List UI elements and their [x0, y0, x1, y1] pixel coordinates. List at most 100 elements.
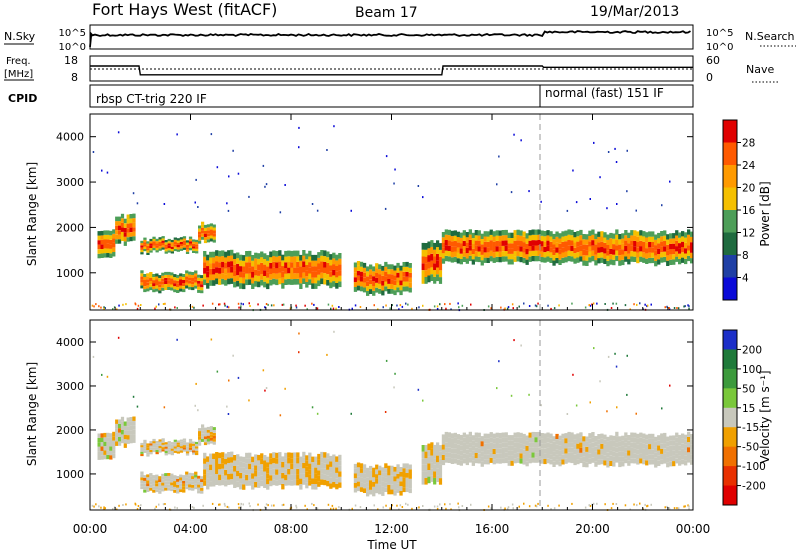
velocity-scatter	[354, 504, 357, 507]
velocity-scatter	[520, 344, 522, 347]
velocity-cell	[278, 479, 282, 486]
velocity-cell	[531, 447, 535, 453]
power-cell	[636, 252, 640, 258]
velocity-cell	[215, 468, 219, 474]
velocity-cell	[516, 447, 520, 453]
velocity-cell	[201, 436, 205, 439]
power-cell	[436, 274, 440, 282]
velocity-scatter	[162, 503, 165, 506]
power-cell	[209, 223, 213, 227]
velocity-cell	[609, 440, 613, 446]
power-cell	[477, 230, 481, 236]
velocity-cell	[453, 448, 457, 454]
velocity-cell	[164, 478, 168, 482]
velocity-cell	[366, 482, 370, 487]
power-cell	[516, 240, 520, 246]
power-cell	[185, 270, 189, 274]
power-cell	[140, 247, 144, 250]
velocity-cell	[612, 440, 616, 446]
power-cell	[483, 252, 487, 258]
velocity-cell	[164, 453, 168, 456]
power-cell	[317, 252, 321, 258]
velocity-scatter	[95, 503, 97, 506]
velocity-cell	[438, 478, 443, 485]
power-cell	[197, 274, 201, 278]
power-scatter	[398, 308, 400, 311]
velocity-cell	[597, 439, 601, 445]
velocity-cell	[188, 478, 192, 482]
velocity-cell	[100, 446, 104, 451]
velocity-cell	[492, 449, 496, 455]
velocity-scatter	[350, 412, 352, 415]
freq-right-tick-top: 60	[706, 54, 720, 67]
power-cell	[453, 230, 457, 236]
power-cell	[118, 239, 122, 244]
velocity-cell	[257, 482, 261, 488]
power-cell	[164, 271, 168, 275]
velocity-cell	[684, 434, 688, 440]
power-cell	[266, 260, 270, 267]
power-cell	[314, 271, 318, 278]
velocity-cell	[206, 456, 210, 462]
velocity-cell	[176, 447, 180, 450]
power-cell	[681, 236, 685, 242]
power-cell	[438, 277, 443, 284]
velocity-cell	[192, 445, 196, 449]
power-cell	[510, 232, 514, 238]
velocity-scatter	[506, 507, 509, 510]
velocity-cell	[424, 471, 428, 478]
velocity-cell	[681, 459, 685, 465]
power-cell	[396, 272, 400, 278]
velocity-cell	[525, 456, 529, 462]
power-cell	[275, 268, 279, 274]
velocity-cell	[669, 435, 673, 441]
velocity-cell	[146, 443, 150, 446]
power-cell	[129, 227, 133, 233]
power-cell	[498, 257, 502, 263]
velocity-cell	[126, 426, 130, 431]
velocity-cell	[224, 453, 228, 459]
velocity-cell	[486, 459, 490, 465]
power-scatter	[393, 182, 395, 185]
velocity-cell	[170, 482, 174, 486]
power-cell	[245, 262, 249, 269]
velocity-cell	[427, 476, 431, 484]
velocity-cell	[366, 486, 370, 492]
power-cell	[140, 243, 144, 246]
velocity-cell	[621, 445, 625, 451]
velocity-cell	[176, 442, 180, 445]
power-cell	[311, 254, 315, 261]
velocity-cell	[519, 432, 523, 438]
velocity-cell	[230, 473, 234, 480]
power-cell	[338, 281, 342, 288]
velocity-cell	[182, 486, 186, 490]
power-cell	[471, 259, 475, 265]
power-scatter	[202, 304, 204, 307]
velocity-cell	[191, 484, 195, 488]
power-scatter	[470, 303, 472, 306]
power-cell	[540, 246, 544, 252]
velocity-scatter	[436, 505, 439, 508]
velocity-cell	[531, 452, 535, 458]
velocity-cell	[287, 474, 291, 480]
velocity-scatter	[457, 502, 459, 505]
power-cell	[353, 272, 358, 278]
velocity-cell	[558, 435, 562, 441]
velocity-cell	[537, 442, 541, 448]
velocity-cell	[471, 445, 475, 451]
power-scatter	[512, 307, 514, 310]
freq-right-tick-bottom: 0	[706, 71, 713, 84]
power-cell	[427, 241, 431, 249]
velocity-cell	[675, 442, 679, 448]
velocity-cell	[591, 437, 595, 443]
velocity-cell	[651, 433, 655, 439]
velocity-scatter	[118, 504, 120, 507]
power-cell	[648, 242, 652, 248]
velocity-cell	[182, 478, 186, 481]
power-cell	[299, 283, 303, 289]
velocity-scatter	[626, 393, 628, 396]
velocity-cell	[118, 441, 122, 446]
velocity-cell	[675, 448, 679, 454]
